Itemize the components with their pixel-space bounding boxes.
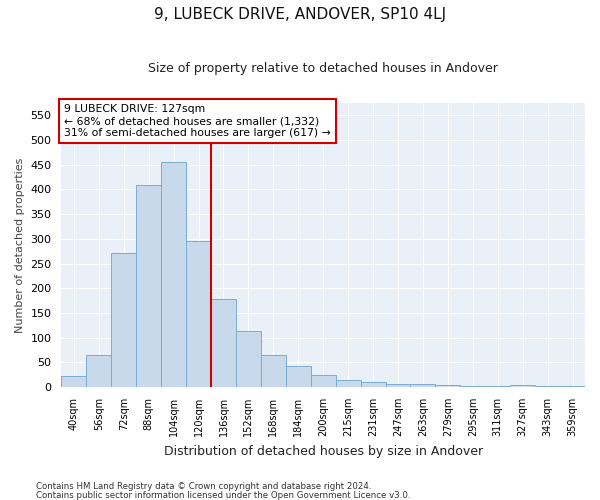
Bar <box>261 355 286 387</box>
Bar <box>86 355 111 387</box>
Bar <box>335 380 361 387</box>
Bar <box>560 386 585 387</box>
Bar <box>161 162 186 387</box>
Bar <box>236 332 261 387</box>
Bar <box>311 374 335 387</box>
Bar <box>61 376 86 387</box>
Title: Size of property relative to detached houses in Andover: Size of property relative to detached ho… <box>148 62 498 76</box>
Bar <box>286 366 311 387</box>
Bar <box>436 385 460 387</box>
Bar <box>386 384 410 387</box>
X-axis label: Distribution of detached houses by size in Andover: Distribution of detached houses by size … <box>164 444 483 458</box>
Bar <box>186 242 211 387</box>
Bar <box>410 384 436 387</box>
Bar <box>510 384 535 387</box>
Bar <box>211 299 236 387</box>
Text: Contains HM Land Registry data © Crown copyright and database right 2024.: Contains HM Land Registry data © Crown c… <box>36 482 371 491</box>
Text: Contains public sector information licensed under the Open Government Licence v3: Contains public sector information licen… <box>36 490 410 500</box>
Bar <box>460 386 485 387</box>
Bar <box>361 382 386 387</box>
Bar <box>136 184 161 387</box>
Bar <box>485 386 510 387</box>
Bar <box>111 252 136 387</box>
Bar <box>535 386 560 387</box>
Text: 9, LUBECK DRIVE, ANDOVER, SP10 4LJ: 9, LUBECK DRIVE, ANDOVER, SP10 4LJ <box>154 8 446 22</box>
Y-axis label: Number of detached properties: Number of detached properties <box>15 158 25 333</box>
Text: 9 LUBECK DRIVE: 127sqm
← 68% of detached houses are smaller (1,332)
31% of semi-: 9 LUBECK DRIVE: 127sqm ← 68% of detached… <box>64 104 331 138</box>
